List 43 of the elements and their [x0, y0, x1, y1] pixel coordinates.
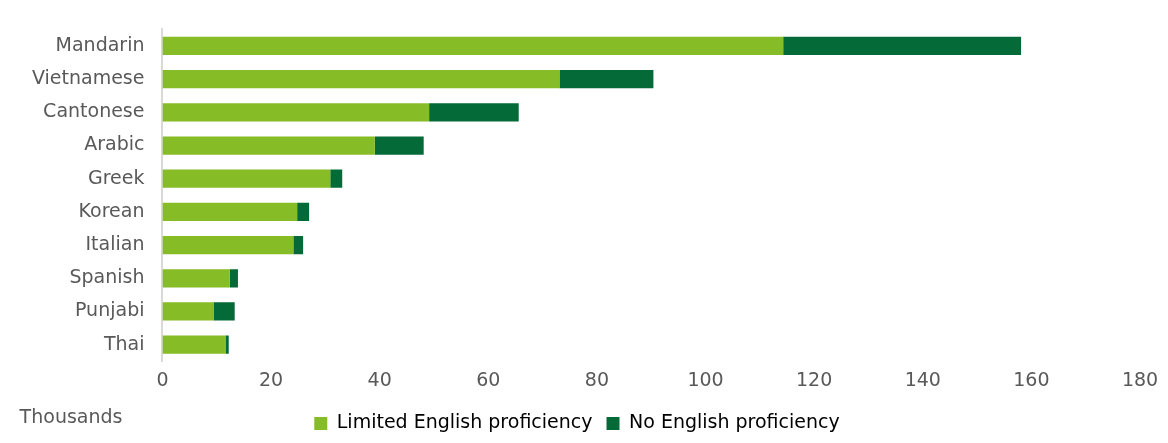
bar [783, 36, 1022, 56]
bar [162, 302, 214, 321]
y-tick-label: Greek [87, 165, 145, 188]
x-tick-label: 140 [904, 367, 941, 390]
x-tick-label: 180 [1121, 367, 1159, 390]
bar [162, 235, 294, 255]
bar [162, 103, 430, 122]
bar [162, 202, 298, 222]
bar [162, 169, 331, 188]
legend-label: Limited English proficiency [336, 410, 593, 433]
x-tick-label: 60 [476, 367, 501, 390]
bar [229, 269, 238, 288]
legend-label: No English proficiency [629, 410, 840, 433]
x-tick-label: 0 [156, 367, 169, 390]
x-tick-label: 160 [1013, 367, 1050, 390]
bar [429, 103, 519, 122]
x-tick-label: 80 [584, 367, 610, 390]
bar [162, 36, 784, 56]
x-axis-title: Thousands [18, 404, 123, 427]
y-tick-label: Arabic [84, 132, 145, 155]
bar [559, 70, 654, 89]
bar [293, 235, 304, 255]
bar [162, 335, 227, 354]
x-tick-label: 100 [687, 367, 724, 390]
bar [374, 136, 424, 155]
x-tick-label: 120 [796, 367, 833, 390]
bar [297, 202, 310, 222]
y-tick-label: Thai [102, 331, 145, 354]
y-tick-label: Korean [78, 198, 145, 221]
bar [162, 70, 560, 89]
y-tick-label: Cantonese [43, 99, 145, 122]
y-tick-label: Mandarin [55, 32, 145, 55]
y-tick-label: Italian [85, 232, 145, 255]
x-tick-label: 40 [367, 367, 392, 390]
bar [162, 136, 375, 155]
y-tick-label: Spanish [69, 265, 145, 288]
bar [162, 269, 230, 288]
bar [330, 169, 343, 188]
x-tick-label: 20 [258, 367, 284, 390]
bar [213, 302, 235, 321]
y-tick-label: Punjabi [75, 298, 145, 321]
bar [226, 335, 229, 354]
y-tick-label: Vietnamese [31, 66, 145, 89]
